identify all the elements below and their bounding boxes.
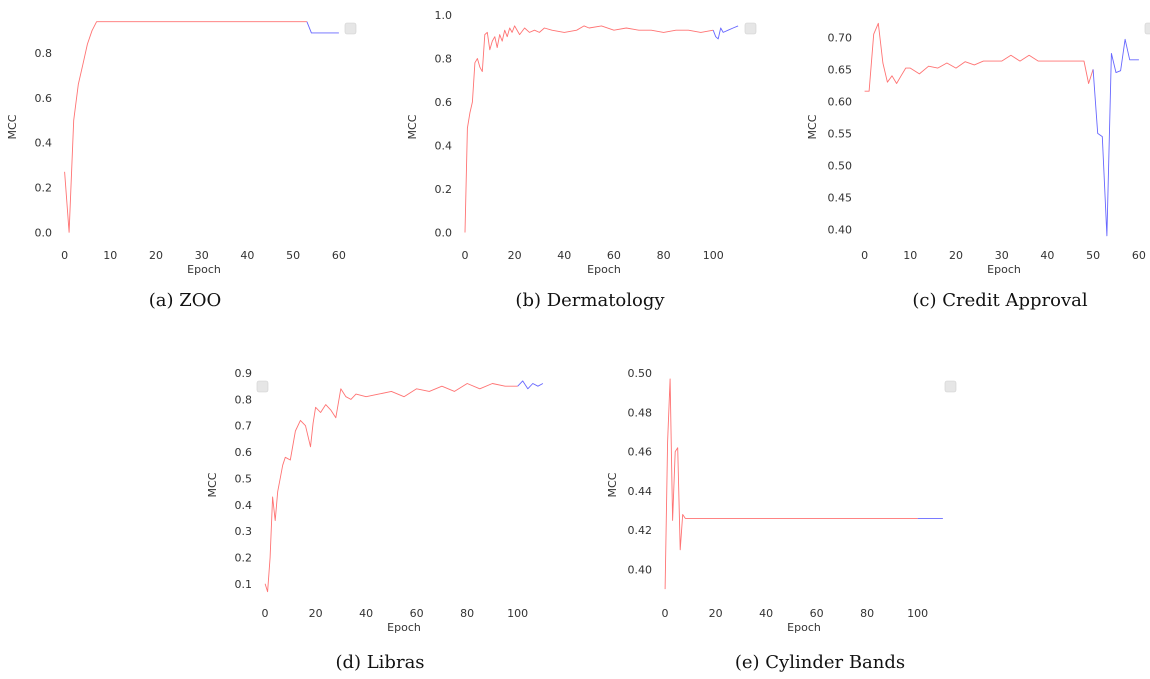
y-tick-label: 0.3 xyxy=(235,525,253,538)
y-tick-label: 0.40 xyxy=(628,563,653,576)
y-tick-label: 0.40 xyxy=(828,223,853,236)
y-tick-label: 0.6 xyxy=(435,96,453,109)
y-tick-label: 0.46 xyxy=(628,446,653,459)
caption-dermatology: (b) Dermatology xyxy=(515,290,665,311)
y-axis-label: MCC xyxy=(606,472,619,497)
x-tick-label: 80 xyxy=(460,607,474,620)
y-tick-label: 0.0 xyxy=(435,226,453,239)
y-tick-label: 0.60 xyxy=(828,95,853,108)
y-axis-label: MCC xyxy=(6,114,19,139)
series-line-2 xyxy=(712,25,739,40)
series-line-2 xyxy=(306,21,339,34)
y-tick-label: 0.9 xyxy=(235,367,253,380)
caption-cylinder-bands: (e) Cylinder Bands xyxy=(734,652,906,673)
x-tick-label: 40 xyxy=(557,249,571,262)
series-line-2 xyxy=(1092,38,1139,237)
x-tick-label: 60 xyxy=(410,607,424,620)
caption-credit-approval: (c) Credit Approval xyxy=(912,290,1088,311)
x-tick-label: 60 xyxy=(607,249,621,262)
series-line-1 xyxy=(664,378,918,590)
y-tick-label: 1.0 xyxy=(435,9,453,22)
y-tick-label: 0.50 xyxy=(828,159,853,172)
y-axis-label: MCC xyxy=(806,114,819,139)
y-tick-label: 0.70 xyxy=(828,31,853,44)
x-tick-label: 10 xyxy=(103,249,117,262)
x-tick-label: 30 xyxy=(995,249,1009,262)
series-line-1 xyxy=(64,21,307,233)
x-tick-label: 40 xyxy=(1040,249,1054,262)
x-tick-label: 20 xyxy=(508,249,522,262)
y-tick-label: 0.1 xyxy=(235,578,253,591)
y-tick-label: 0.8 xyxy=(435,52,453,65)
y-axis-label: MCC xyxy=(206,472,219,497)
x-tick-label: 100 xyxy=(703,249,724,262)
y-axis-label: MCC xyxy=(406,114,419,139)
x-tick-label: 0 xyxy=(262,607,269,620)
caption-libras: (d) Libras xyxy=(335,652,425,673)
x-tick-label: 0 xyxy=(461,249,468,262)
x-tick-label: 20 xyxy=(949,249,963,262)
x-tick-label: 100 xyxy=(907,607,928,620)
y-tick-label: 0.4 xyxy=(435,139,453,152)
y-tick-label: 0.0 xyxy=(35,226,53,239)
x-tick-label: 60 xyxy=(332,249,346,262)
x-tick-label: 0 xyxy=(61,249,68,262)
x-tick-label: 40 xyxy=(759,607,773,620)
series-line-1 xyxy=(864,22,1094,92)
x-tick-label: 20 xyxy=(309,607,323,620)
y-tick-label: 0.6 xyxy=(235,446,253,459)
y-tick-label: 0.42 xyxy=(628,524,653,537)
caption-zoo: (a) ZOO xyxy=(148,290,222,311)
y-tick-label: 0.8 xyxy=(235,393,253,406)
x-tick-label: 50 xyxy=(1086,249,1100,262)
x-tick-label: 20 xyxy=(149,249,163,262)
x-tick-label: 80 xyxy=(860,607,874,620)
x-axis-label: Epoch xyxy=(187,263,221,276)
x-tick-label: 60 xyxy=(1132,249,1146,262)
legend-box xyxy=(744,22,757,35)
x-tick-label: 0 xyxy=(861,249,868,262)
x-tick-label: 10 xyxy=(903,249,917,262)
y-tick-label: 0.2 xyxy=(435,183,453,196)
y-tick-label: 0.50 xyxy=(628,367,653,380)
y-tick-label: 0.2 xyxy=(35,181,53,194)
x-tick-label: 0 xyxy=(662,607,669,620)
x-axis-label: Epoch xyxy=(387,621,421,634)
y-tick-label: 0.44 xyxy=(628,485,653,498)
series-line-1 xyxy=(464,25,714,233)
y-tick-label: 0.2 xyxy=(235,551,253,564)
legend-box xyxy=(344,22,357,35)
x-axis-label: Epoch xyxy=(987,263,1021,276)
x-tick-label: 100 xyxy=(507,607,528,620)
x-axis-label: Epoch xyxy=(587,263,621,276)
x-tick-label: 40 xyxy=(240,249,254,262)
y-tick-label: 0.55 xyxy=(828,127,853,140)
x-tick-label: 60 xyxy=(810,607,824,620)
x-tick-label: 40 xyxy=(359,607,373,620)
series-line-2 xyxy=(517,380,544,390)
y-tick-label: 0.65 xyxy=(828,63,853,76)
legend-box xyxy=(1144,22,1150,35)
y-tick-label: 0.4 xyxy=(235,499,253,512)
y-tick-label: 0.6 xyxy=(35,92,53,105)
y-tick-label: 0.45 xyxy=(828,191,853,204)
y-tick-label: 0.7 xyxy=(235,420,253,433)
legend-box xyxy=(944,380,957,393)
x-axis-label: Epoch xyxy=(787,621,821,634)
y-tick-label: 0.5 xyxy=(235,472,253,485)
x-tick-label: 80 xyxy=(657,249,671,262)
y-tick-label: 0.8 xyxy=(35,47,53,60)
y-tick-label: 0.4 xyxy=(35,137,53,150)
x-tick-label: 50 xyxy=(286,249,300,262)
x-tick-label: 20 xyxy=(709,607,723,620)
series-line-1 xyxy=(264,383,518,593)
legend-box xyxy=(256,380,269,393)
x-tick-label: 30 xyxy=(195,249,209,262)
y-tick-label: 0.48 xyxy=(628,406,653,419)
